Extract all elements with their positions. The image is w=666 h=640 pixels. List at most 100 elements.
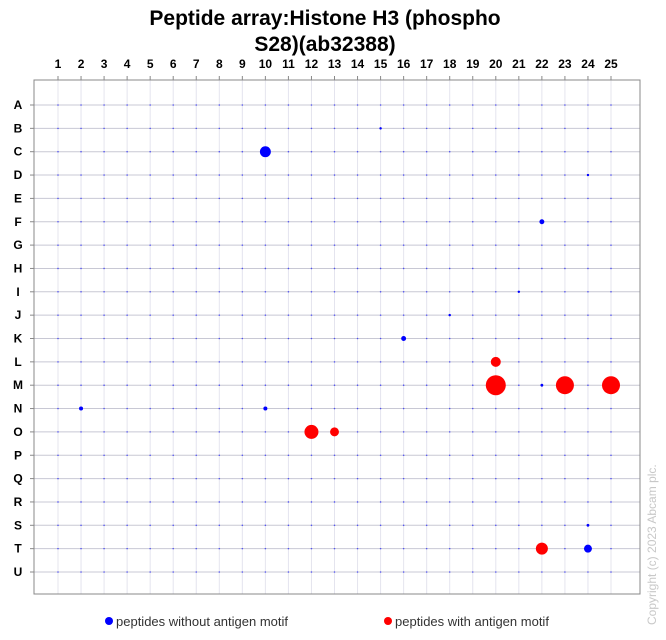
spot-O19 bbox=[471, 431, 474, 433]
copyright-text: Copyright (c) 2023 Abcam plc. bbox=[645, 464, 659, 625]
antigen-spot-M23 bbox=[555, 376, 574, 395]
spot-P21 bbox=[518, 454, 520, 457]
spot-I23 bbox=[564, 291, 566, 293]
spot-F23 bbox=[564, 220, 566, 223]
spot-M13 bbox=[333, 384, 336, 386]
spot-C7 bbox=[195, 150, 198, 153]
spot-J18 bbox=[448, 313, 451, 317]
spot-S9 bbox=[241, 524, 244, 527]
spot-S16 bbox=[402, 524, 405, 527]
spot-F14 bbox=[356, 220, 359, 223]
spot-O21 bbox=[518, 431, 520, 433]
spot-A15 bbox=[379, 104, 382, 106]
spot-A13 bbox=[333, 104, 336, 106]
x-tick-label-12: 12 bbox=[305, 57, 319, 71]
spot-P20 bbox=[495, 454, 497, 457]
spot-A11 bbox=[287, 104, 290, 106]
spot-I25 bbox=[610, 291, 612, 293]
spot-D11 bbox=[287, 174, 290, 176]
spot-O14 bbox=[356, 431, 359, 433]
x-tick-label-9: 9 bbox=[239, 57, 246, 71]
spot-A25 bbox=[610, 104, 612, 106]
spot-P18 bbox=[448, 454, 451, 457]
spot-G25 bbox=[610, 244, 612, 246]
spot-M18 bbox=[448, 384, 451, 386]
spot-G19 bbox=[471, 244, 474, 246]
spot-L5 bbox=[149, 361, 151, 363]
y-tick-label-R: R bbox=[14, 495, 23, 509]
spot-I21 bbox=[517, 290, 521, 294]
spot-A3 bbox=[103, 104, 105, 106]
spot-S21 bbox=[518, 524, 520, 527]
spot-M21 bbox=[518, 384, 520, 386]
spot-C23 bbox=[564, 150, 566, 153]
spot-M14 bbox=[356, 384, 359, 386]
spot-B7 bbox=[195, 127, 198, 130]
spot-H23 bbox=[564, 267, 566, 270]
spot-M15 bbox=[379, 384, 382, 386]
spot-I15 bbox=[379, 291, 382, 293]
x-tick-label-23: 23 bbox=[558, 57, 572, 71]
spot-P4 bbox=[126, 454, 128, 457]
spot-O11 bbox=[287, 431, 290, 433]
spot-T6 bbox=[172, 547, 174, 550]
spot-M3 bbox=[103, 384, 105, 386]
spot-N22 bbox=[541, 407, 543, 410]
spot-Q14 bbox=[356, 477, 359, 480]
spot-M6 bbox=[172, 384, 174, 386]
spot-C19 bbox=[471, 150, 474, 153]
spot-A10 bbox=[264, 104, 267, 106]
spot-D12 bbox=[310, 174, 313, 176]
spot-B25 bbox=[610, 127, 612, 130]
spot-A7 bbox=[195, 104, 198, 106]
spot-C24 bbox=[587, 150, 589, 153]
spot-A22 bbox=[541, 104, 543, 106]
spot-B20 bbox=[495, 127, 497, 130]
spot-O8 bbox=[218, 431, 221, 433]
antigen-spot-O12 bbox=[304, 424, 319, 439]
spot-A2 bbox=[80, 104, 82, 106]
x-tick-label-6: 6 bbox=[170, 57, 177, 71]
spot-N14 bbox=[356, 407, 359, 410]
spot-E1 bbox=[57, 197, 59, 200]
spot-D20 bbox=[495, 174, 497, 176]
spot-J15 bbox=[379, 314, 382, 316]
spot-Q8 bbox=[218, 477, 221, 480]
spot-T7 bbox=[195, 547, 198, 550]
spot-O18 bbox=[448, 431, 451, 433]
spot-E25 bbox=[610, 197, 612, 200]
spot-P6 bbox=[172, 454, 174, 457]
spot-H10 bbox=[264, 267, 267, 270]
spot-F8 bbox=[218, 220, 221, 223]
spot-I8 bbox=[218, 291, 221, 293]
spot-L22 bbox=[541, 361, 543, 363]
spot-D6 bbox=[172, 174, 174, 176]
spot-K25 bbox=[610, 337, 612, 340]
spot-N8 bbox=[218, 407, 221, 410]
spot-M8 bbox=[218, 384, 221, 386]
spot-F1 bbox=[57, 220, 59, 223]
spot-U12 bbox=[310, 571, 313, 573]
spot-P14 bbox=[356, 454, 359, 457]
spot-J3 bbox=[103, 314, 105, 316]
spot-K12 bbox=[310, 337, 313, 340]
spot-U11 bbox=[287, 571, 290, 573]
spot-K10 bbox=[264, 337, 267, 340]
spot-L24 bbox=[587, 361, 589, 363]
spot-R23 bbox=[564, 501, 566, 503]
spot-F24 bbox=[587, 220, 589, 223]
spot-C25 bbox=[610, 150, 612, 153]
spot-R22 bbox=[541, 501, 543, 503]
spot-O16 bbox=[402, 431, 405, 433]
spot-J16 bbox=[402, 314, 405, 316]
spot-B10 bbox=[264, 127, 267, 130]
spot-C13 bbox=[333, 150, 336, 153]
x-tick-label-17: 17 bbox=[420, 57, 434, 71]
spot-D23 bbox=[564, 174, 566, 176]
spot-G15 bbox=[379, 244, 382, 246]
spot-N23 bbox=[564, 407, 566, 410]
spot-N5 bbox=[149, 407, 151, 410]
y-tick-label-O: O bbox=[13, 425, 22, 439]
legend-marker-with-motif bbox=[384, 617, 392, 625]
spot-J23 bbox=[564, 314, 566, 316]
